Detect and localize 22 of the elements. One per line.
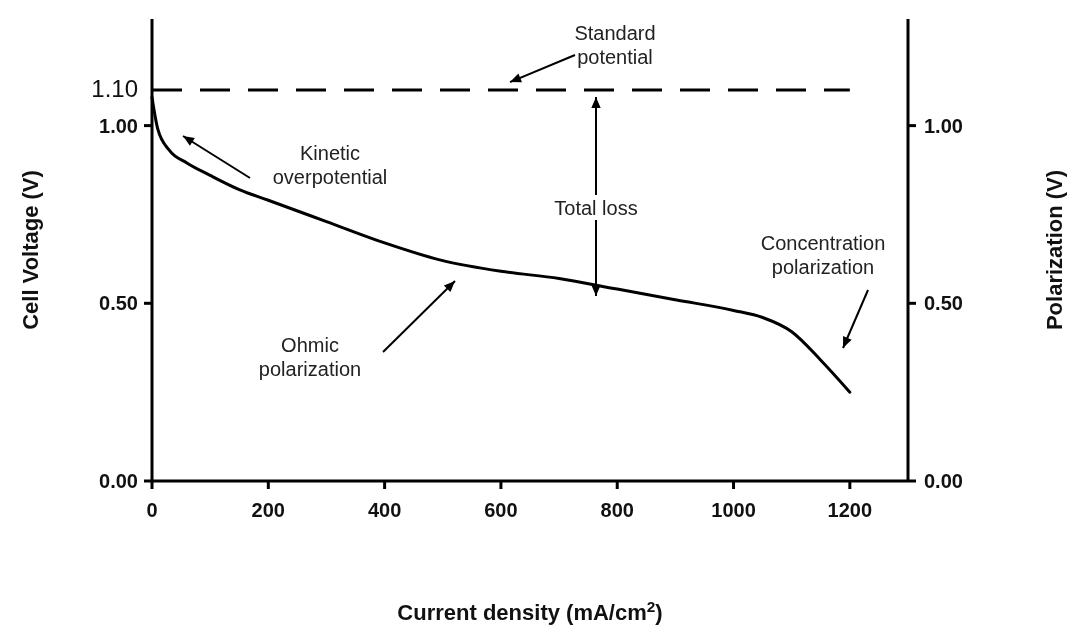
x-tick-label: 600 <box>484 499 518 521</box>
x-tick-label: 1000 <box>711 499 756 521</box>
y-tick-label: 1.10 <box>91 75 138 103</box>
y2-tick-label: 0.50 <box>924 292 963 315</box>
annotation: Total loss <box>554 197 638 219</box>
annotation: Ohmic polarization <box>258 334 362 380</box>
y-tick-label: 0.50 <box>99 292 138 315</box>
y-axis-title: Cell Voltage (V) <box>18 170 43 330</box>
y-tick-label: 1.00 <box>99 114 138 137</box>
ref-line-label: Standard potential <box>574 22 656 68</box>
x-tick-label: 400 <box>367 499 402 521</box>
x-tick-label: 1200 <box>827 499 873 521</box>
x-axis-title: Current density (mA/cm$^{2}$) <box>397 597 663 625</box>
x-tick-label: 800 <box>600 499 634 521</box>
y2-axis-title: Polarization (V) <box>1042 169 1067 331</box>
annotation: Kinetic overpotential <box>272 142 388 188</box>
y2-tick-label: 0.00 <box>924 470 963 492</box>
y-tick-label: 0.00 <box>99 470 138 492</box>
y2-tick-label: 1.00 <box>924 114 963 137</box>
x-tick-label: 0 <box>146 499 158 521</box>
annotation: Concentration polarization <box>760 232 886 278</box>
x-tick-label: 200 <box>251 499 285 521</box>
